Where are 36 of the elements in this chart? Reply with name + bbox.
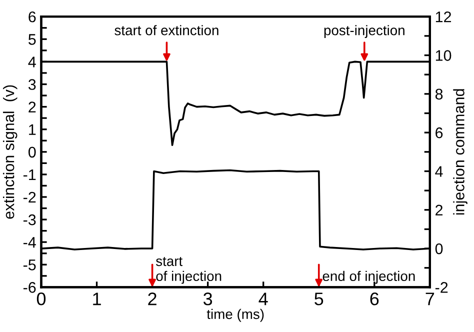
annotation: post-injection bbox=[324, 25, 404, 38]
y-tick-label: 2 bbox=[28, 102, 36, 112]
annotation: start of injection bbox=[156, 256, 222, 284]
y2-tick-label: 2 bbox=[436, 204, 443, 216]
annotation: start of extinction bbox=[114, 25, 218, 36]
x-tick-label: 5 bbox=[314, 292, 324, 306]
y-tick-label: -4 bbox=[23, 237, 36, 248]
y-tick-label: 0 bbox=[28, 146, 36, 158]
y-tick-label: 5 bbox=[28, 34, 36, 45]
y2-axis-title: injection command bbox=[453, 89, 468, 215]
x-tick-label: 6 bbox=[370, 292, 379, 306]
annotation: end of injection bbox=[322, 270, 415, 284]
x-tick-label: 2 bbox=[148, 292, 156, 306]
y-tick-label: 1 bbox=[29, 124, 36, 135]
y-tick-label: -5 bbox=[23, 260, 36, 270]
y2-tick-label: 6 bbox=[436, 127, 443, 138]
y-tick-label: 4 bbox=[28, 56, 36, 68]
x-tick-label: 7 bbox=[426, 292, 434, 306]
y-tick-label: -1 bbox=[23, 169, 36, 180]
y-tick-label: -3 bbox=[23, 214, 36, 226]
y-tick-label: 3 bbox=[28, 79, 36, 90]
y2-tick-label: 0 bbox=[435, 243, 443, 254]
x-tick-label: 4 bbox=[258, 292, 268, 306]
x-tick-label: 0 bbox=[36, 292, 46, 306]
y2-tick-label: 4 bbox=[435, 166, 443, 177]
x-axis-title: time (ms) bbox=[206, 308, 264, 322]
y-tick-label: -6 bbox=[23, 282, 36, 293]
y2-tick-label: 12 bbox=[436, 11, 452, 22]
y-tick-label: 6 bbox=[28, 11, 36, 22]
x-tick-label: 1 bbox=[93, 292, 101, 306]
y2-tick-label: 10 bbox=[436, 50, 452, 61]
y2-tick-label: -2 bbox=[435, 282, 448, 293]
y-tick-label: -2 bbox=[23, 192, 36, 203]
y2-tick-label: 8 bbox=[435, 88, 443, 100]
x-tick-label: 3 bbox=[203, 292, 212, 306]
y-axis-title: extinction signal (v) bbox=[2, 85, 18, 219]
